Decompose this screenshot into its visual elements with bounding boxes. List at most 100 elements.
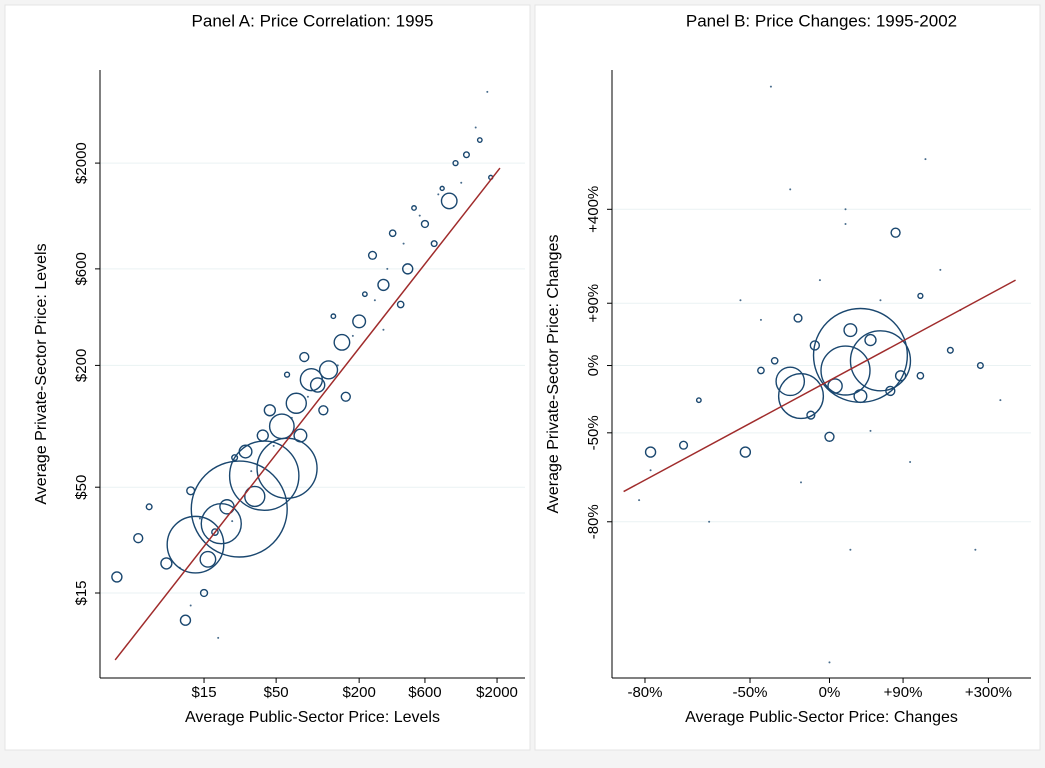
point: [420, 219, 430, 229]
point: [827, 378, 843, 394]
point: [217, 636, 220, 639]
point: [283, 371, 291, 378]
point: [974, 548, 977, 551]
point: [238, 444, 253, 459]
point: [849, 548, 852, 551]
point: [306, 395, 309, 398]
point: [351, 334, 354, 337]
point: [318, 405, 329, 416]
point: [757, 366, 765, 375]
point: [133, 532, 144, 544]
point: [678, 440, 689, 450]
x-tick-label: -80%: [627, 684, 662, 701]
point: [111, 571, 123, 583]
point: [460, 181, 463, 184]
point: [828, 661, 831, 664]
y-tick-label: $600: [73, 252, 90, 285]
point: [924, 158, 927, 161]
point: [638, 499, 641, 502]
point: [293, 428, 308, 443]
point: [824, 431, 835, 442]
point: [361, 291, 368, 298]
point: [439, 185, 445, 192]
x-tick-label: $600: [408, 684, 441, 701]
point: [299, 351, 310, 363]
point: [649, 469, 652, 472]
point: [849, 330, 912, 392]
point: [999, 399, 1002, 402]
y-axis-title: Average Private-Sector Price: Levels: [33, 243, 50, 504]
point: [256, 429, 269, 442]
point: [386, 267, 389, 270]
point: [166, 515, 225, 574]
point: [231, 520, 234, 523]
point: [178, 566, 181, 569]
point: [333, 333, 351, 351]
point: [864, 333, 877, 347]
fit-line: [623, 279, 1016, 493]
point: [285, 392, 307, 414]
point: [179, 614, 192, 626]
point: [818, 279, 821, 282]
x-tick-label: $2000: [476, 684, 518, 701]
point: [799, 481, 802, 484]
point: [820, 345, 871, 396]
point: [190, 460, 288, 558]
point: [318, 360, 339, 380]
x-tick-label: -50%: [733, 684, 768, 701]
point: [777, 373, 825, 420]
point: [160, 557, 173, 570]
point: [430, 240, 438, 248]
point: [793, 313, 803, 323]
point: [476, 137, 483, 143]
point: [437, 193, 440, 196]
x-tick-label: $50: [264, 684, 289, 701]
point: [231, 454, 239, 462]
point: [739, 446, 752, 458]
point: [411, 205, 417, 211]
y-tick-label: $50: [73, 475, 90, 500]
point: [809, 340, 820, 351]
point: [272, 444, 275, 447]
point: [976, 362, 984, 370]
point: [377, 278, 390, 292]
x-tick-label: 0%: [819, 684, 841, 701]
point: [367, 250, 378, 260]
point: [352, 314, 367, 329]
point: [844, 208, 847, 211]
point: [211, 528, 219, 536]
point: [199, 588, 209, 598]
point: [939, 268, 942, 271]
point: [775, 366, 806, 397]
x-axis-title: Average Public-Sector Price: Changes: [685, 709, 958, 726]
y-tick-label: +400%: [585, 186, 602, 233]
point: [769, 85, 772, 88]
point: [853, 389, 868, 404]
point: [869, 429, 872, 432]
point: [186, 486, 196, 496]
point: [145, 503, 153, 511]
x-axis-title: Average Public-Sector Price: Levels: [185, 709, 440, 726]
point: [402, 263, 414, 275]
point: [199, 550, 217, 568]
y-tick-label: $200: [73, 349, 90, 382]
y-tick-label: $2000: [73, 142, 90, 184]
y-tick-label: -80%: [585, 504, 602, 539]
point: [452, 159, 459, 167]
panel-title: Panel A: Price Correlation: 1995: [192, 11, 434, 30]
y-tick-label: -50%: [585, 415, 602, 450]
y-tick-label: 0%: [585, 355, 602, 377]
fit-line: [114, 167, 501, 661]
point: [917, 292, 924, 300]
point: [806, 410, 816, 420]
point: [336, 364, 339, 367]
x-tick-label: $200: [342, 684, 375, 701]
point: [373, 299, 376, 302]
point: [382, 328, 385, 331]
point: [789, 188, 792, 191]
point: [739, 299, 742, 302]
point: [418, 214, 421, 217]
point: [909, 461, 912, 464]
point: [396, 300, 405, 309]
